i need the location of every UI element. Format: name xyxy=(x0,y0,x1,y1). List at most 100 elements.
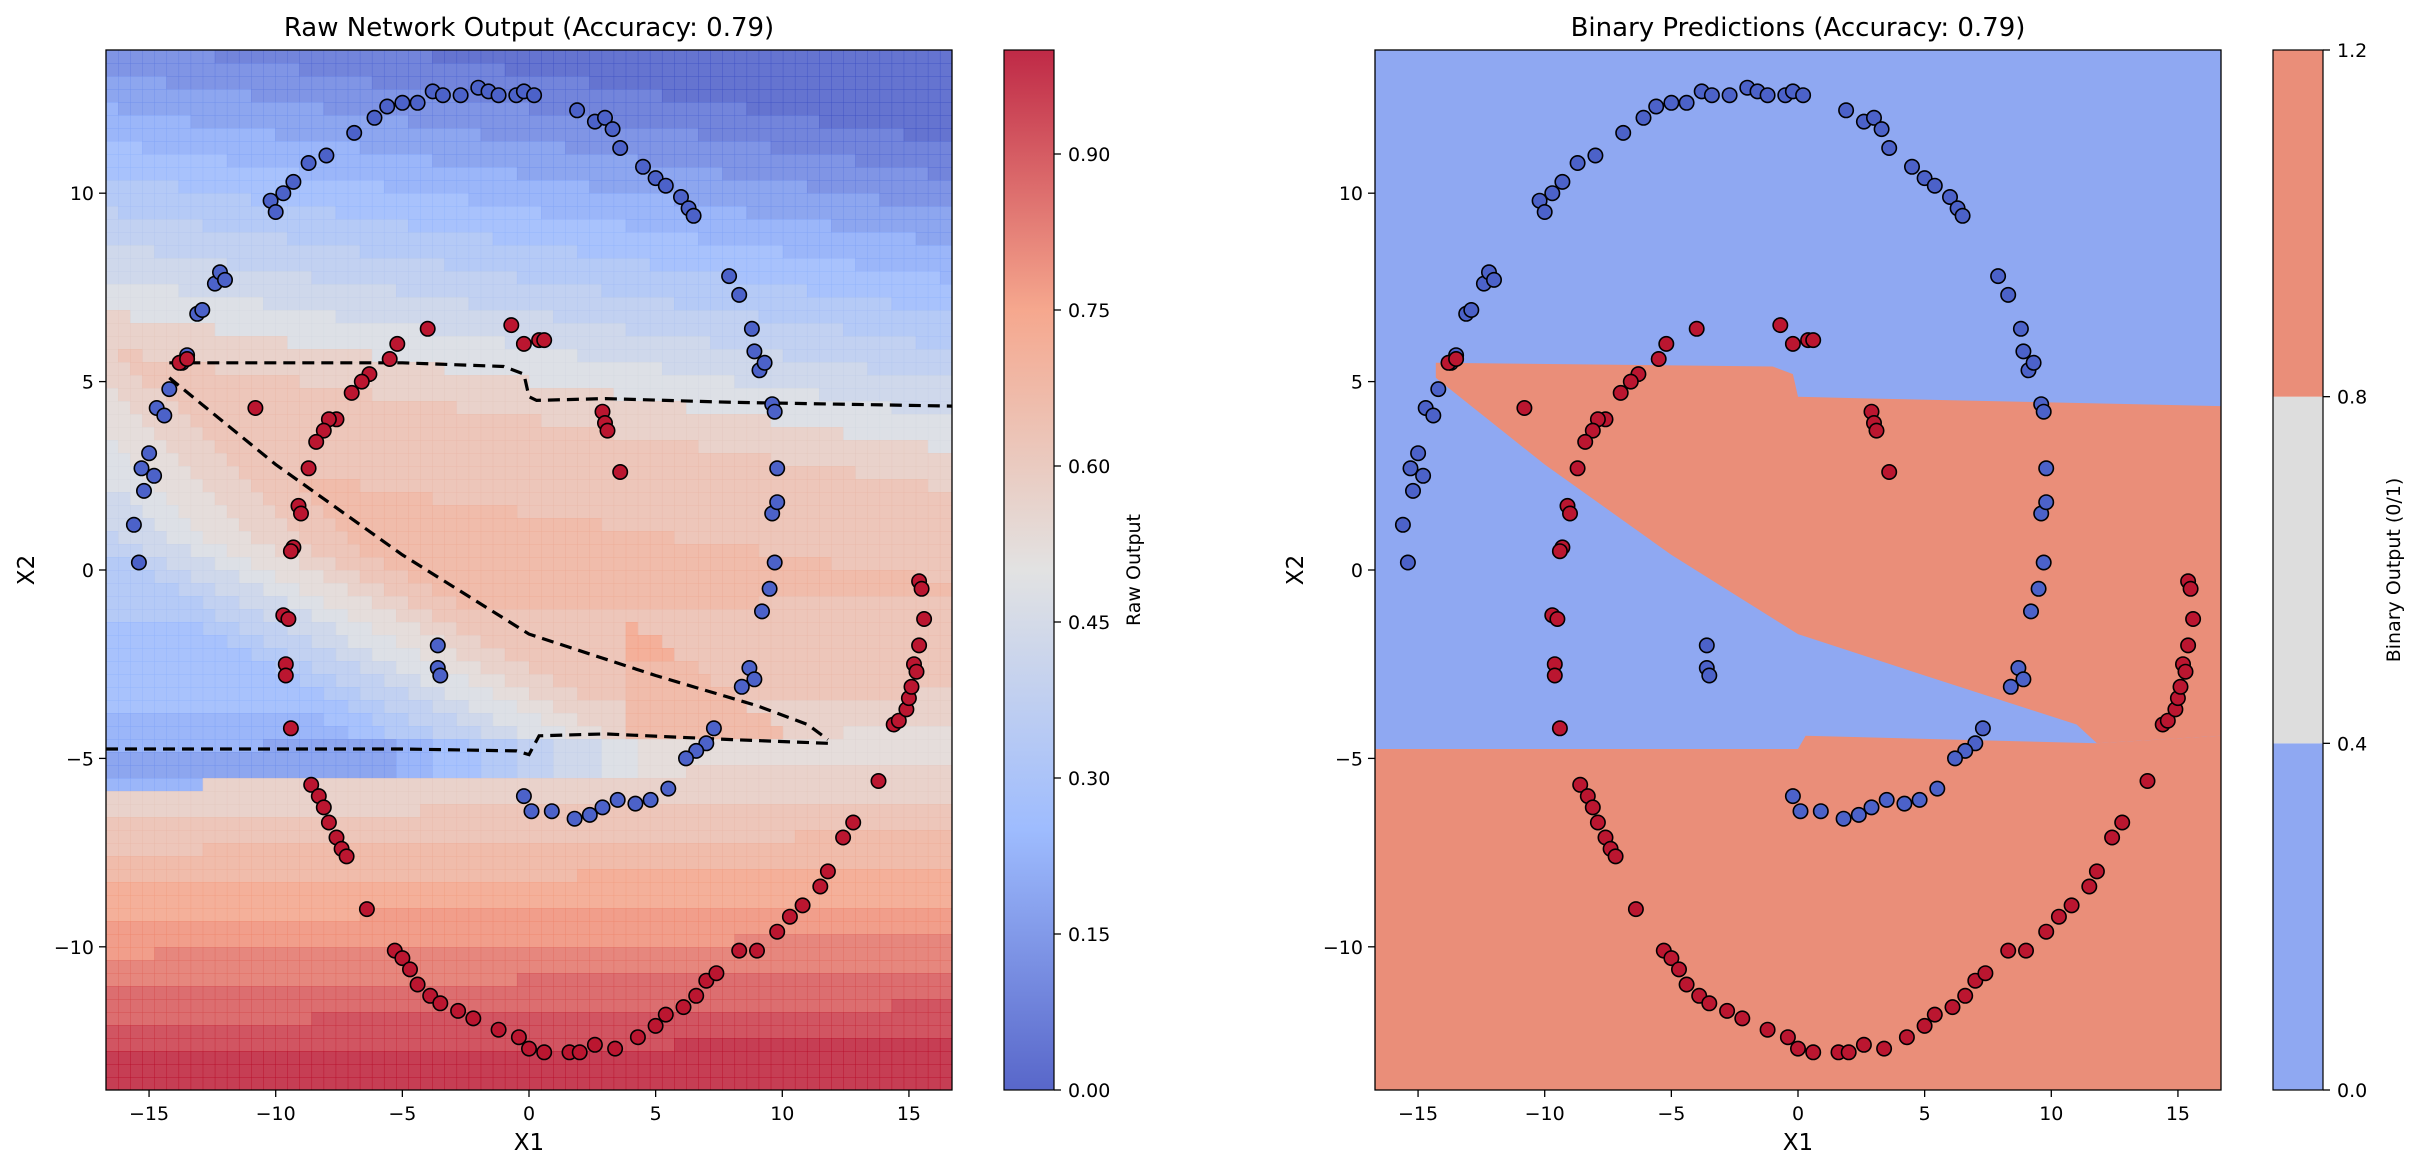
contour-cell xyxy=(238,258,252,272)
contour-cell xyxy=(480,648,494,662)
contour-cell xyxy=(674,336,687,350)
contour-cell xyxy=(480,518,494,532)
contour-cell xyxy=(698,63,711,77)
contour-cell xyxy=(287,323,300,337)
contour-cell xyxy=(190,960,204,974)
contour-cell xyxy=(686,492,699,506)
contour-cell xyxy=(625,427,639,441)
contour-cell xyxy=(420,284,433,298)
contour-cell xyxy=(263,934,276,948)
contour-cell xyxy=(661,661,675,675)
contour-cell xyxy=(504,674,518,688)
contour-cell xyxy=(661,297,675,311)
contour-cell xyxy=(347,271,361,285)
contour-cell xyxy=(347,895,361,909)
contour-cell xyxy=(529,752,542,766)
contour-cell xyxy=(541,1025,554,1039)
contour-cell xyxy=(504,869,518,883)
contour-cell xyxy=(698,323,711,337)
contour-cell xyxy=(214,765,228,779)
contour-cell xyxy=(504,583,518,597)
contour-cell xyxy=(383,258,397,272)
contour-cell xyxy=(396,505,409,519)
contour-cell xyxy=(734,583,748,597)
contour-cell xyxy=(420,1012,433,1026)
contour-cell xyxy=(710,1025,723,1039)
contour-cell xyxy=(734,856,748,870)
contour-cell xyxy=(456,453,470,467)
contour-cell xyxy=(831,882,844,896)
contour-cell xyxy=(504,921,518,935)
contour-cell xyxy=(456,817,470,831)
contour-cell xyxy=(275,895,288,909)
contour-cell xyxy=(299,141,313,155)
contour-cell xyxy=(106,765,119,779)
contour-cell xyxy=(130,752,143,766)
contour-cell xyxy=(202,830,216,844)
contour-cell xyxy=(819,414,832,428)
contour-cell xyxy=(263,362,276,376)
contour-cell xyxy=(492,895,506,909)
contour-cell xyxy=(686,531,699,545)
contour-cell xyxy=(214,1038,228,1052)
contour-cell xyxy=(734,557,748,571)
contour-cell xyxy=(577,284,591,298)
contour-cell xyxy=(444,791,458,805)
contour-cell xyxy=(698,843,711,857)
contour-cell xyxy=(613,284,627,298)
contour-cell xyxy=(686,102,699,116)
contour-cell xyxy=(275,570,288,584)
contour-cell xyxy=(686,1064,699,1078)
contour-cell xyxy=(504,50,518,64)
contour-cell xyxy=(178,947,192,961)
contour-cell xyxy=(311,336,325,350)
contour-cell xyxy=(347,336,361,350)
contour-cell xyxy=(178,921,192,935)
contour-cell xyxy=(335,89,349,103)
contour-cell xyxy=(492,310,506,324)
contour-cell xyxy=(178,102,192,116)
contour-cell xyxy=(118,986,131,1000)
contour-cell xyxy=(130,102,143,116)
contour-cell xyxy=(396,830,409,844)
contour-cell xyxy=(806,50,820,64)
contour-cell xyxy=(637,687,651,701)
contour-cell xyxy=(516,687,530,701)
contour-cell xyxy=(456,180,470,194)
contour-cell xyxy=(674,375,687,389)
contour-cell xyxy=(287,76,300,90)
contour-cell xyxy=(674,687,687,701)
contour-cell xyxy=(529,778,542,792)
contour-cell xyxy=(758,1077,772,1090)
raw-output-title: Raw Network Output (Accuracy: 0.79) xyxy=(284,13,774,43)
contour-cell xyxy=(190,102,204,116)
contour-cell xyxy=(275,700,288,714)
contour-cell xyxy=(601,336,615,350)
contour-cell xyxy=(819,375,832,389)
contour-cell xyxy=(686,856,699,870)
contour-cell xyxy=(311,219,325,233)
contour-cell xyxy=(456,232,470,246)
contour-cell xyxy=(649,518,663,532)
contour-cell xyxy=(770,1051,784,1065)
contour-cell xyxy=(758,1012,772,1026)
contour-cell xyxy=(843,1051,856,1065)
contour-cell xyxy=(722,245,736,259)
contour-cell xyxy=(420,1038,433,1052)
contour-cell xyxy=(432,778,445,792)
contour-cell xyxy=(396,50,409,64)
contour-cell xyxy=(674,895,687,909)
contour-cell xyxy=(251,1012,264,1026)
contour-cell xyxy=(166,674,180,688)
contour-cell xyxy=(142,1064,155,1078)
contour-cell xyxy=(383,856,397,870)
contour-cell xyxy=(710,453,723,467)
contour-cell xyxy=(589,154,603,168)
contour-cell xyxy=(855,219,868,233)
contour-cell xyxy=(238,206,252,220)
contour-cell xyxy=(674,583,687,597)
contour-cell xyxy=(649,713,663,727)
contour-cell xyxy=(661,518,675,532)
contour-cell xyxy=(722,739,736,753)
contour-cell xyxy=(565,622,578,636)
